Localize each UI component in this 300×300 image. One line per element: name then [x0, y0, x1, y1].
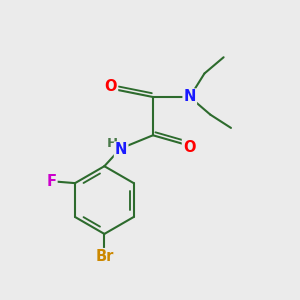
Text: N: N: [115, 142, 127, 158]
Text: O: O: [105, 79, 117, 94]
Text: H: H: [107, 137, 118, 150]
Text: O: O: [183, 140, 195, 154]
Text: Br: Br: [95, 249, 113, 264]
Text: N: N: [184, 89, 196, 104]
Text: F: F: [46, 174, 56, 189]
